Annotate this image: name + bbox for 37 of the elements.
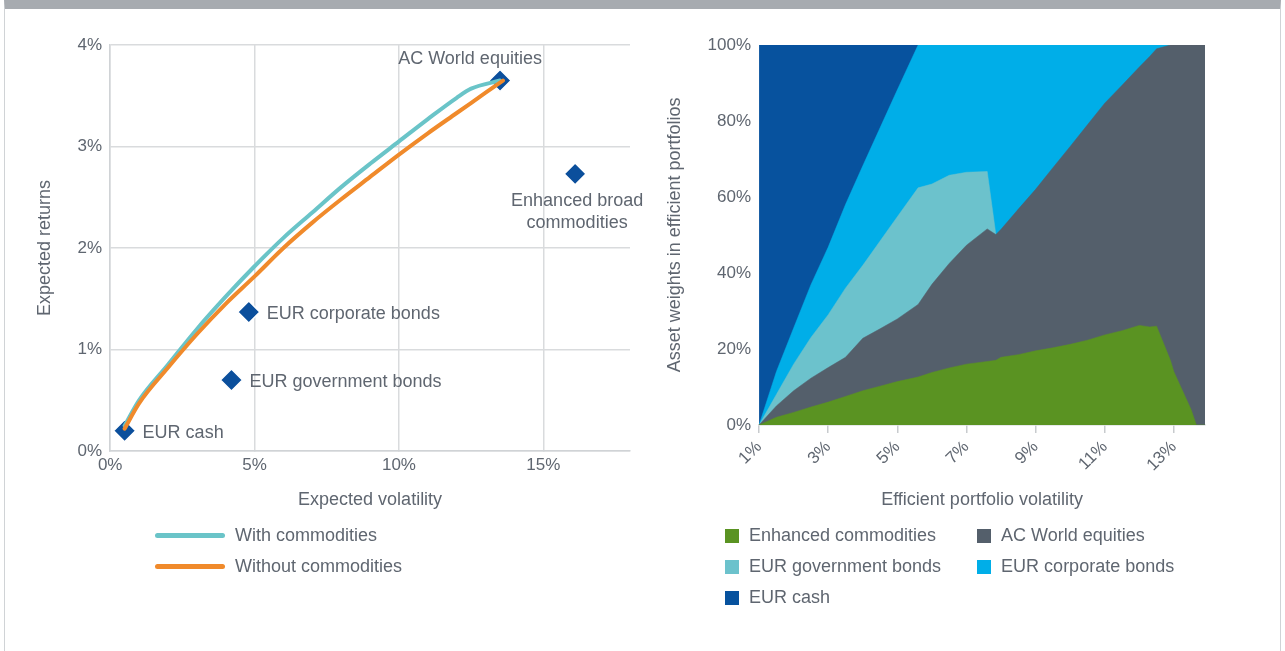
y-tick-label: 100% xyxy=(707,34,752,54)
y-tick-label: 60% xyxy=(717,186,752,206)
legend-label: AC World equities xyxy=(1001,525,1145,546)
point xyxy=(219,368,244,392)
annotation: Enhanced broad commodities xyxy=(511,189,644,232)
point xyxy=(563,162,587,186)
x-tick-label: 11% xyxy=(1074,436,1111,474)
y-tick-label: 4% xyxy=(77,34,103,54)
legend-label: EUR cash xyxy=(749,587,831,608)
annotation: EUR corporate bonds xyxy=(266,302,440,323)
y-tick-label: 1% xyxy=(77,339,103,359)
legend-label: EUR corporate bonds xyxy=(1001,556,1175,577)
y-tick-label: 3% xyxy=(77,136,103,156)
x-axis-title: Efficient portfolio volatility xyxy=(881,489,1083,510)
y-axis-title: Expected returns xyxy=(33,179,54,317)
x-tick-label: 10% xyxy=(381,454,416,474)
legend-label: Enhanced commodities xyxy=(749,525,937,546)
y-tick-label: 40% xyxy=(717,262,752,282)
legend-label: Without commodities xyxy=(235,556,403,577)
x-tick-label: 9% xyxy=(1010,436,1042,468)
y-axis-title: Asset weights in efficient portfolios xyxy=(663,97,684,373)
x-tick-label: 3% xyxy=(803,436,835,468)
y-tick-label: 80% xyxy=(717,110,752,130)
y-tick-label: 2% xyxy=(77,237,103,257)
x-tick-label: 5% xyxy=(872,436,904,468)
x-tick-label: 15% xyxy=(526,454,561,474)
x-tick-label: 5% xyxy=(242,454,267,474)
y-tick-label: 20% xyxy=(717,338,752,358)
annotation: AC World equities xyxy=(398,48,542,69)
annotation: EUR government bonds xyxy=(249,370,442,391)
legend-label: EUR government bonds xyxy=(749,556,942,577)
x-axis-title: Expected volatility xyxy=(298,489,443,510)
y-tick-label: 0% xyxy=(726,414,752,434)
x-tick-label: 7% xyxy=(941,436,973,468)
legend-label: With commodities xyxy=(235,525,378,546)
annotation: EUR cash xyxy=(142,421,224,442)
point xyxy=(237,300,261,324)
